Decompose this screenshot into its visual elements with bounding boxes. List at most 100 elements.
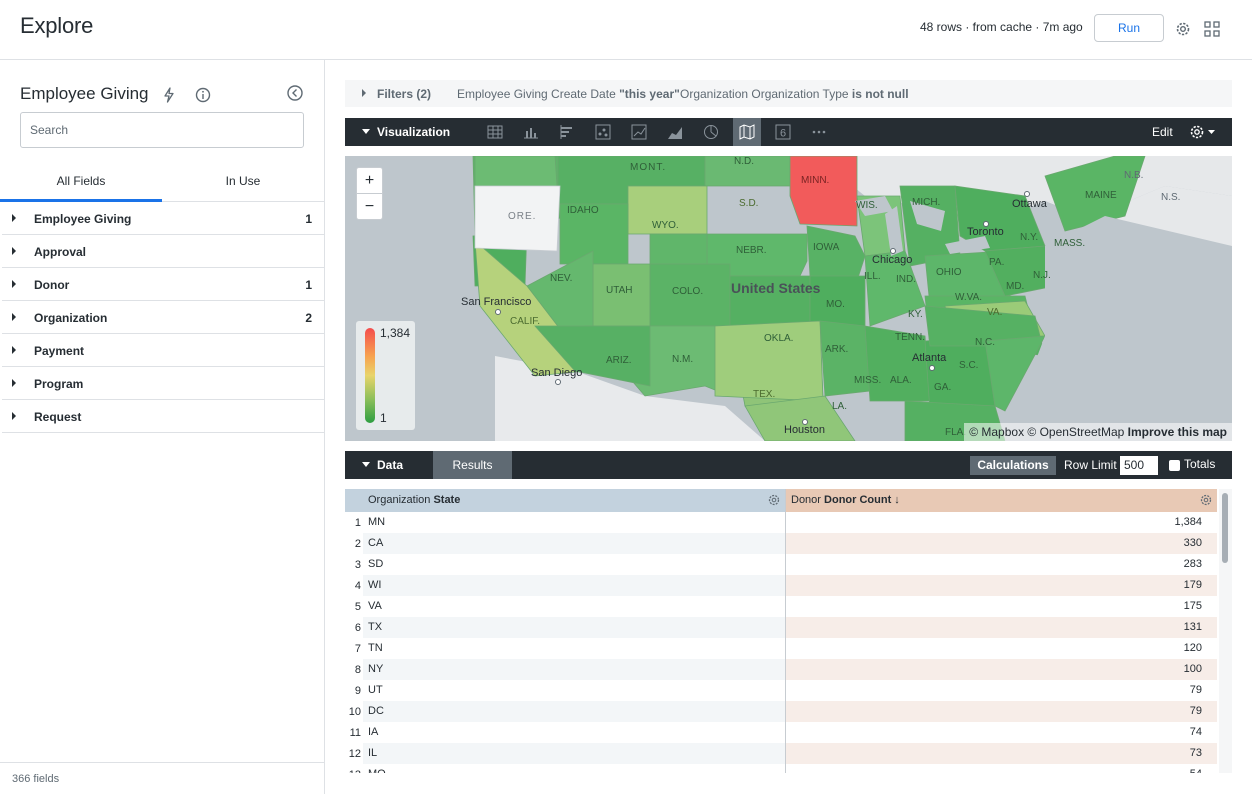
- field-search-input[interactable]: [20, 112, 304, 148]
- column-chart-icon[interactable]: [517, 118, 545, 146]
- cell-donor-count[interactable]: 54: [786, 764, 1217, 773]
- map-label-state: ARK.: [825, 344, 849, 355]
- tab-all-fields[interactable]: All Fields: [0, 166, 162, 202]
- cell-state[interactable]: TN: [363, 638, 785, 659]
- table-row[interactable]: 13MO54: [345, 764, 1217, 773]
- gear-icon[interactable]: [1174, 20, 1192, 38]
- totals-checkbox[interactable]: [1169, 460, 1180, 471]
- edit-visualization-button[interactable]: Edit: [1152, 125, 1173, 139]
- table-scrollbar[interactable]: [1219, 489, 1232, 773]
- run-button[interactable]: Run: [1094, 14, 1164, 42]
- line-chart-icon[interactable]: [625, 118, 653, 146]
- cell-donor-count[interactable]: 74: [786, 722, 1217, 743]
- cell-donor-count[interactable]: 175: [786, 596, 1217, 617]
- map-visualization[interactable]: United States San Francisco San Diego Ch…: [345, 156, 1232, 441]
- map-label-country: United States: [731, 280, 821, 296]
- view-program[interactable]: Program: [2, 367, 324, 400]
- row-index: 9: [345, 680, 363, 701]
- table-row[interactable]: 2 CA 330: [345, 533, 1217, 554]
- tab-in-use[interactable]: In Use: [225, 174, 261, 188]
- cell-donor-count[interactable]: 1,384: [786, 512, 1217, 533]
- cell-donor-count[interactable]: 131: [786, 617, 1217, 638]
- caret-down-icon[interactable]: [362, 129, 370, 134]
- column-gear-icon[interactable]: [1199, 493, 1213, 507]
- lightning-icon[interactable]: [160, 86, 178, 104]
- view-employee-giving[interactable]: Employee Giving 1: [2, 202, 324, 235]
- cell-state[interactable]: CA: [363, 533, 785, 554]
- map-label-state: N.C.: [975, 337, 995, 348]
- cell-state[interactable]: IA: [363, 722, 785, 743]
- table-row[interactable]: 7 TN 120: [345, 638, 1217, 659]
- field-picker-sidebar: Employee Giving All Fields In Use Employ…: [0, 60, 325, 794]
- zoom-in-button[interactable]: +: [357, 168, 382, 194]
- table-row[interactable]: 12 IL 73: [345, 743, 1217, 764]
- visualization-label[interactable]: Visualization: [377, 125, 451, 139]
- table-row[interactable]: 5 VA 175: [345, 596, 1217, 617]
- table-viz-icon[interactable]: [481, 118, 509, 146]
- table-row[interactable]: 11 IA 74: [345, 722, 1217, 743]
- bar-chart-icon[interactable]: [553, 118, 581, 146]
- cell-donor-count[interactable]: 283: [786, 554, 1217, 575]
- cell-state[interactable]: MO: [363, 764, 785, 773]
- view-approval[interactable]: Approval: [2, 235, 324, 268]
- cell-state[interactable]: NY: [363, 659, 785, 680]
- caret-down-icon[interactable]: [362, 462, 370, 467]
- table-row[interactable]: 6 TX 131: [345, 617, 1217, 638]
- cell-state[interactable]: WI: [363, 575, 785, 596]
- cell-donor-count[interactable]: 79: [786, 701, 1217, 722]
- pie-chart-icon[interactable]: [697, 118, 725, 146]
- table-row[interactable]: 10 DC 79: [345, 701, 1217, 722]
- info-icon[interactable]: [194, 86, 212, 104]
- table-header: Organization State Donor Donor Count ↓: [345, 489, 1217, 512]
- view-organization[interactable]: Organization 2: [2, 301, 324, 334]
- column-header-donor-count[interactable]: Donor Donor Count ↓: [786, 489, 1217, 512]
- view-request[interactable]: Request: [2, 400, 324, 433]
- table-row[interactable]: 4 WI 179: [345, 575, 1217, 596]
- map-label-state: MASS.: [1054, 238, 1086, 249]
- results-tab[interactable]: Results: [433, 451, 512, 479]
- row-index: 8: [345, 659, 363, 680]
- data-tab[interactable]: Data: [377, 458, 404, 472]
- cell-donor-count[interactable]: 100: [786, 659, 1217, 680]
- legend-color-scale: [365, 328, 375, 423]
- more-viz-icon[interactable]: [805, 118, 833, 146]
- cell-donor-count[interactable]: 73: [786, 743, 1217, 764]
- table-row[interactable]: 3 SD 283: [345, 554, 1217, 575]
- cell-state[interactable]: MN: [363, 512, 785, 533]
- cell-state[interactable]: VA: [363, 596, 785, 617]
- column-gear-icon[interactable]: [767, 493, 781, 507]
- view-donor[interactable]: Donor 1: [2, 268, 324, 301]
- cell-state[interactable]: UT: [363, 680, 785, 701]
- table-row[interactable]: 1 MN 1,384: [345, 512, 1217, 533]
- table-row[interactable]: 9 UT 79: [345, 680, 1217, 701]
- row-index: 13: [345, 764, 363, 773]
- map-label-state: W.VA.: [955, 292, 983, 303]
- collapse-sidebar-icon[interactable]: [286, 84, 304, 102]
- map-icon[interactable]: [733, 118, 761, 146]
- table-row[interactable]: 8 NY 100: [345, 659, 1217, 680]
- cell-donor-count[interactable]: 120: [786, 638, 1217, 659]
- view-payment[interactable]: Payment: [2, 334, 324, 367]
- cell-donor-count[interactable]: 330: [786, 533, 1217, 554]
- cell-state[interactable]: DC: [363, 701, 785, 722]
- cell-donor-count[interactable]: 179: [786, 575, 1217, 596]
- improve-map-link[interactable]: Improve this map: [1127, 425, 1227, 439]
- calculations-button[interactable]: Calculations: [970, 456, 1056, 475]
- viz-settings-gear-icon[interactable]: [1188, 123, 1218, 141]
- filters-bar[interactable]: Filters (2) Employee Giving Create Date …: [345, 80, 1232, 107]
- single-value-icon[interactable]: 6: [769, 118, 797, 146]
- map-label-state: N.Y.: [1020, 232, 1039, 243]
- scatter-chart-icon[interactable]: [589, 118, 617, 146]
- cell-state[interactable]: SD: [363, 554, 785, 575]
- field-count: 366 fields: [0, 762, 324, 794]
- column-header-state[interactable]: Organization State: [363, 489, 785, 512]
- grid-menu-icon[interactable]: [1203, 20, 1221, 38]
- cell-state[interactable]: TX: [363, 617, 785, 638]
- row-index: 12: [345, 743, 363, 764]
- zoom-out-button[interactable]: −: [364, 198, 375, 215]
- scrollbar-thumb[interactable]: [1222, 493, 1228, 563]
- area-chart-icon[interactable]: [661, 118, 689, 146]
- cell-state[interactable]: IL: [363, 743, 785, 764]
- row-limit-input[interactable]: 500: [1120, 456, 1158, 475]
- cell-donor-count[interactable]: 79: [786, 680, 1217, 701]
